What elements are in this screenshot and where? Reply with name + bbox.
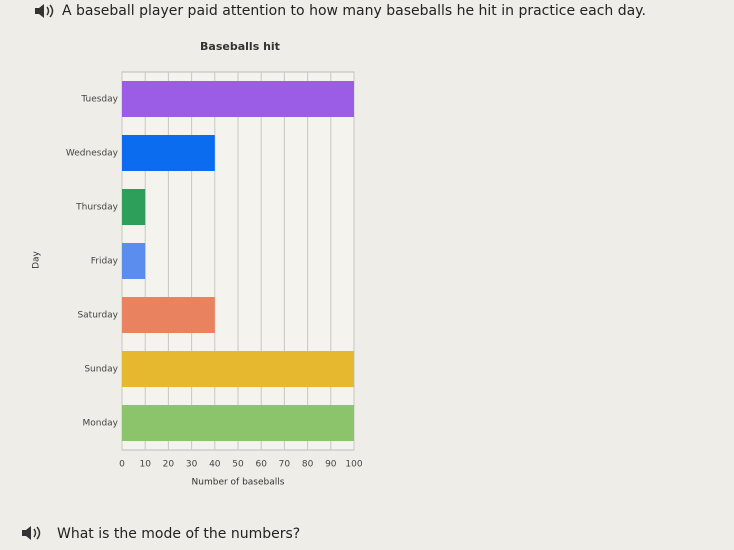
x-tick-label: 90: [325, 460, 337, 470]
bar: [122, 243, 146, 279]
prompt: What is the mode of the numbers?: [57, 526, 300, 542]
x-tick-label: 100: [345, 460, 362, 470]
x-tick-label: 30: [186, 460, 198, 470]
x-axis-label: Number of baseballs: [192, 478, 285, 488]
x-tick-label: 80: [302, 460, 314, 470]
y-tick-label: Thursday: [75, 203, 119, 213]
bar: [122, 135, 215, 171]
x-tick-label: 60: [255, 460, 267, 470]
x-tick-label: 40: [209, 460, 221, 470]
y-tick-label: Saturday: [77, 311, 118, 321]
x-tick-label: 0: [119, 460, 125, 470]
x-tick-label: 20: [163, 460, 175, 470]
bar: [122, 405, 354, 441]
y-tick-label: Friday: [91, 257, 119, 267]
x-tick-label: 10: [139, 460, 151, 470]
y-tick-label: Monday: [82, 419, 118, 429]
y-tick-label: Wednesday: [66, 149, 119, 159]
x-tick-label: 50: [232, 460, 244, 470]
x-tick-label: 70: [279, 460, 291, 470]
speaker-icon[interactable]: [22, 526, 41, 540]
bar: [122, 81, 354, 117]
y-tick-label: Tuesday: [80, 95, 118, 105]
y-tick-label: Sunday: [84, 365, 118, 375]
bar: [122, 297, 215, 333]
speaker-icon[interactable]: [35, 4, 54, 18]
bar: [122, 351, 354, 387]
chart-title: Baseballs hit: [200, 40, 280, 53]
y-axis-label: Day: [32, 250, 42, 268]
question: A baseball player paid attention to how …: [62, 3, 646, 19]
bar: [122, 189, 146, 225]
